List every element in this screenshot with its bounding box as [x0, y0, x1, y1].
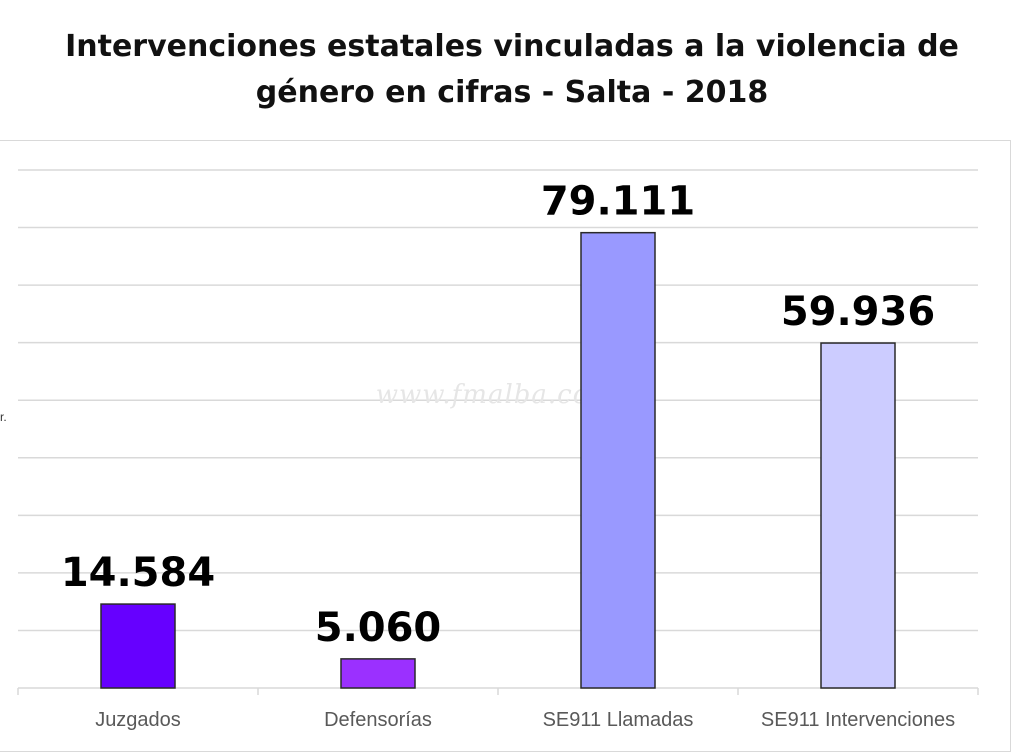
bars — [100, 231, 896, 689]
data-label: 79.111 — [541, 179, 695, 225]
x-tick-label: SE911 Llamadas — [543, 709, 694, 731]
chart-title: Intervenciones estatales vinculadas a la… — [0, 24, 1024, 116]
bar-4 — [820, 342, 896, 689]
chart-title-line-1: Intervenciones estatales vinculadas a la… — [65, 29, 959, 64]
data-label: 5.060 — [315, 605, 442, 651]
x-tick-label: Juzgados — [95, 709, 181, 731]
bar-1 — [100, 603, 176, 689]
bar-2 — [340, 658, 416, 689]
data-label: 59.936 — [781, 289, 935, 335]
x-tick-label: SE911 Intervenciones — [761, 709, 955, 731]
side-text-fragment: r. — [0, 410, 7, 424]
data-label: 14.584 — [61, 550, 215, 596]
gridlines — [17, 169, 979, 695]
value-labels: 14.584 5.060 79.111 59.936 — [61, 179, 935, 651]
bar-3 — [580, 231, 656, 689]
x-tick-label: Defensorías — [324, 709, 432, 731]
x-axis-tick-labels: Juzgados Defensorías SE911 Llamadas SE911 I… — [95, 709, 955, 731]
chart-title-line-2: género en cifras - Salta - 2018 — [255, 75, 769, 110]
